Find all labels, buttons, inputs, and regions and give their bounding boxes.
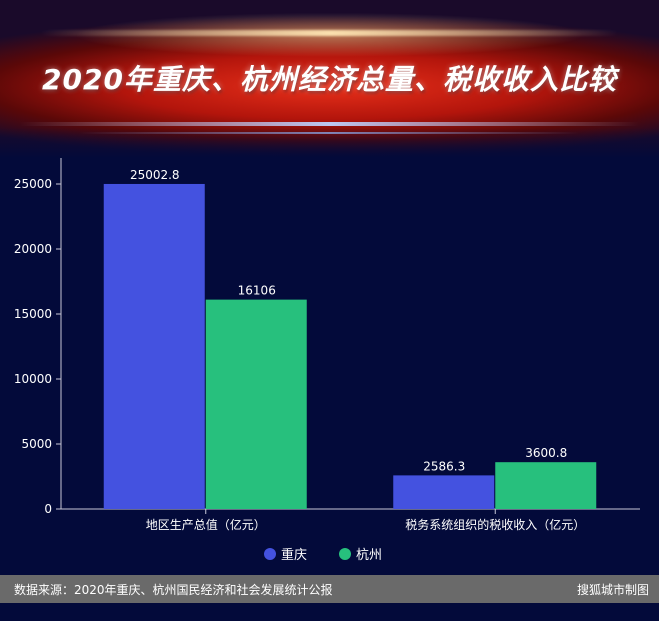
x-tick-label: 税务系统组织的税收收入（亿元） [405,517,585,532]
bottom-strip [0,603,659,621]
legend-swatch [339,548,351,560]
data-label: 16106 [238,284,276,298]
bar [393,475,495,509]
data-label: 3600.8 [525,446,567,460]
y-tick-label: 20000 [14,242,52,256]
bar [205,299,307,509]
chart-title: 2020年重庆、杭州经济总量、税收收入比较 [42,63,617,96]
data-label: 2586.3 [423,459,465,473]
y-tick-label: 5000 [21,437,52,451]
y-tick-label: 0 [44,502,52,516]
legend-label: 重庆 [281,547,307,563]
bar [495,462,597,509]
data-source-note: 数据来源：2020年重庆、杭州国民经济和社会发展统计公报 [14,583,333,597]
title-banner [0,0,659,158]
banner-light-streak [20,122,639,126]
y-tick-label: 10000 [14,372,52,386]
legend-swatch [264,548,276,560]
legend-label: 杭州 [356,548,382,563]
y-tick-label: 25000 [14,177,52,191]
data-label: 25002.8 [130,168,180,182]
bar [103,183,205,509]
banner-fade [0,128,659,158]
x-tick-label: 地区生产总值（亿元） [146,517,266,532]
banner-light-streak [40,30,619,36]
bar-chart: 0 5000 10000 15000 20000 25000 25002.8 16106 地区生… [14,158,640,563]
footer-bar: 数据来源：2020年重庆、杭州国民经济和社会发展统计公报 搜狐城市制图 [0,575,659,603]
credit-note: 搜狐城市制图 [576,583,649,597]
y-tick-label: 15000 [14,307,52,321]
